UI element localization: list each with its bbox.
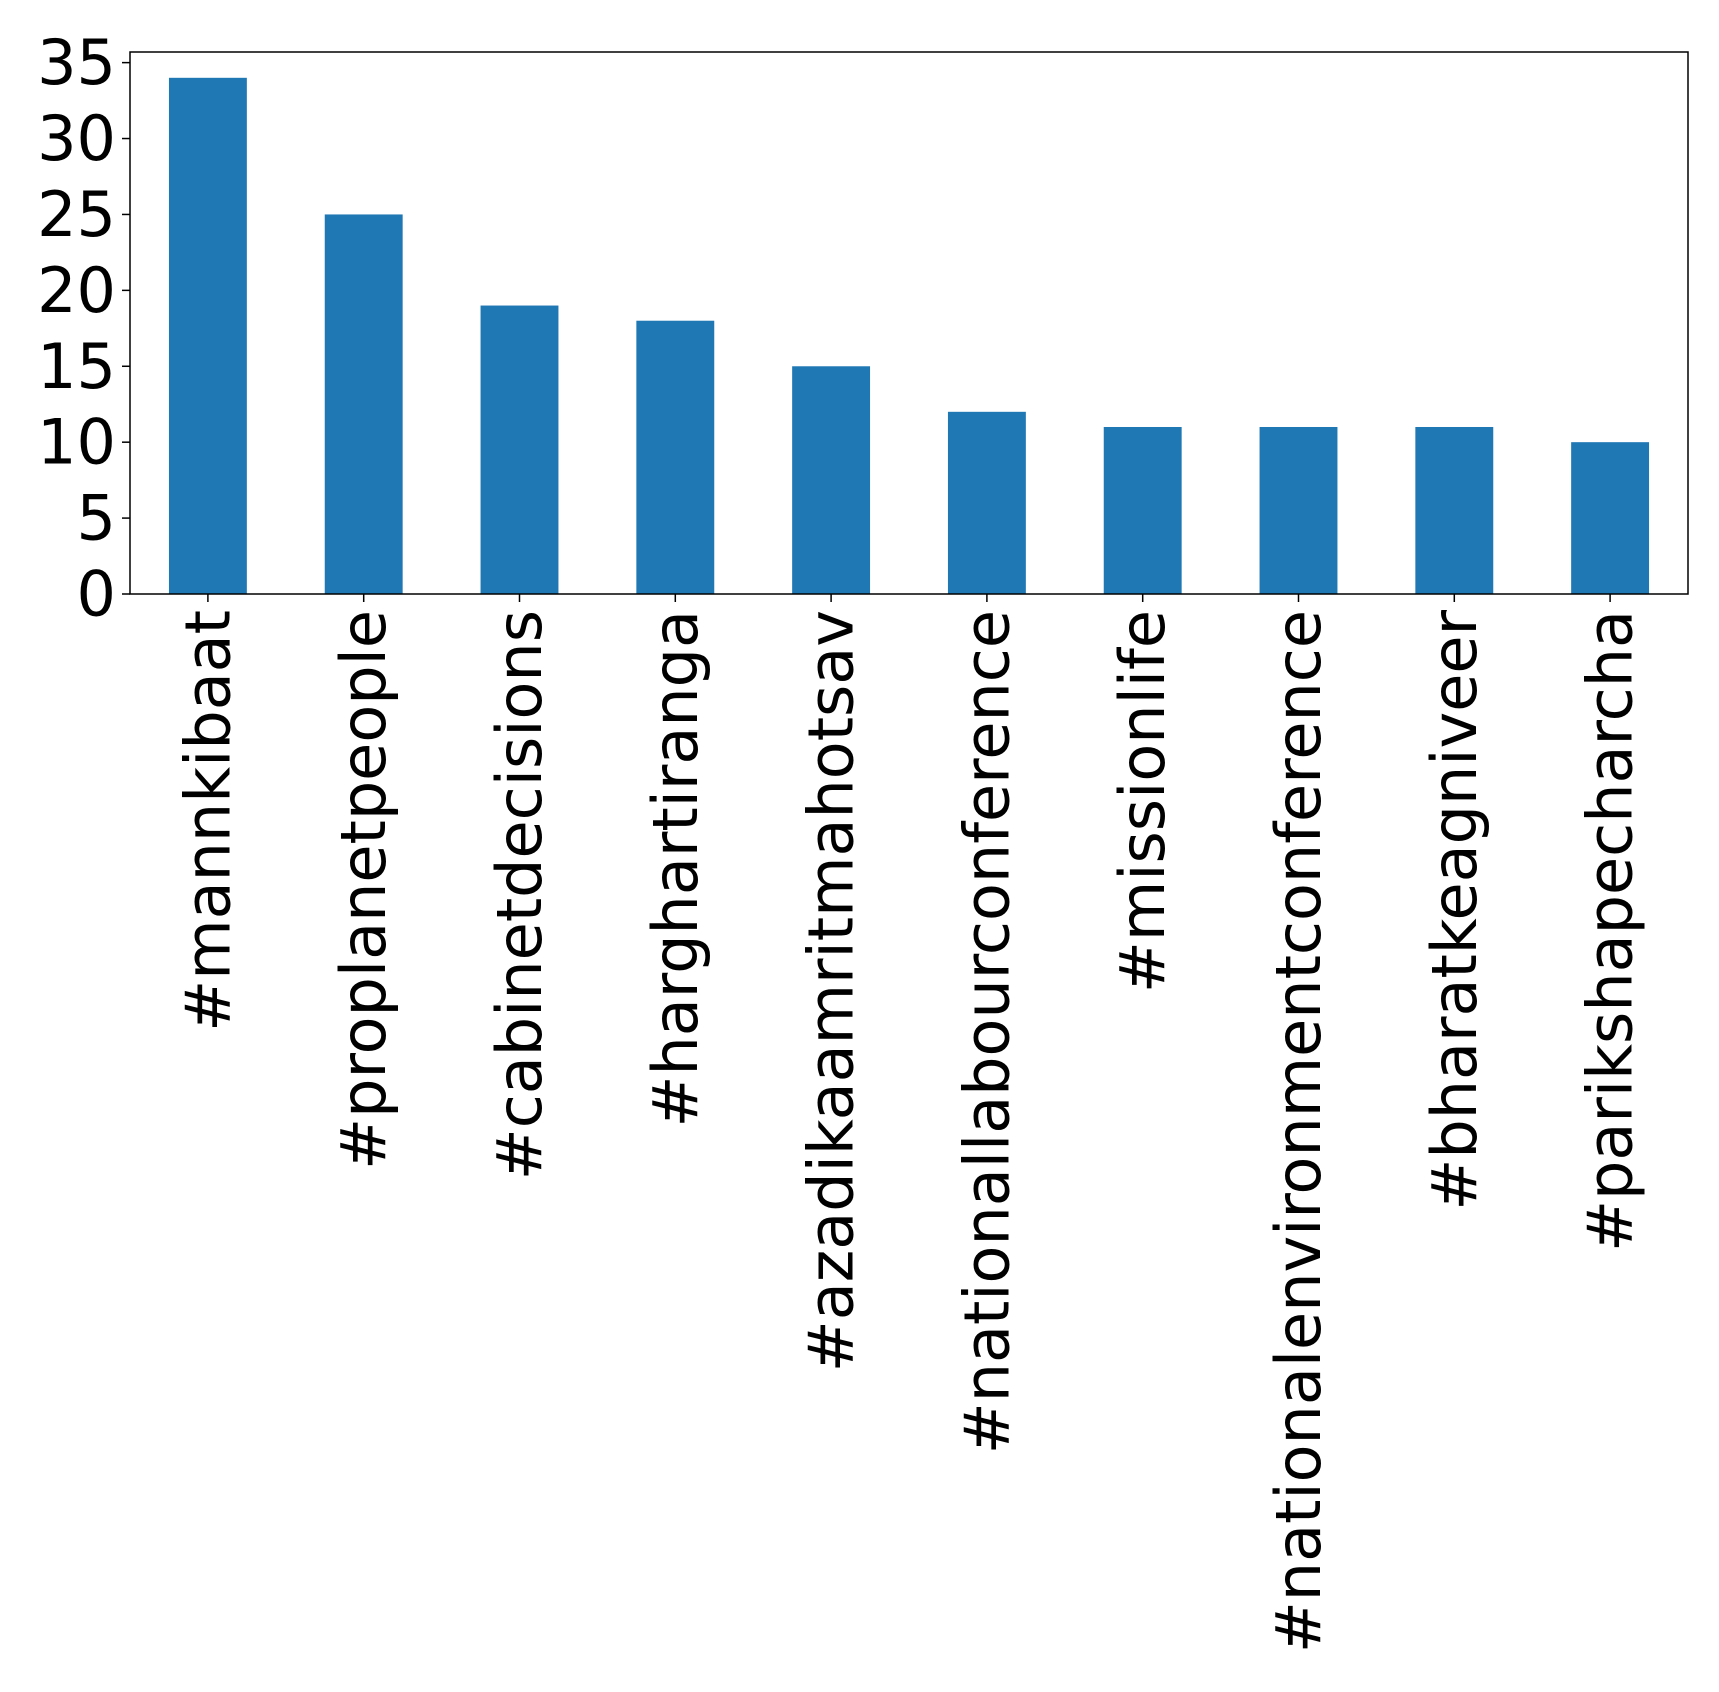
bar-mannkibaat <box>168 77 247 595</box>
x-axis: #mannkibaat #proplanetpeople #cabinetdecis… <box>171 594 1647 1653</box>
bar-azadikaamritmahotsav <box>792 366 871 594</box>
y-tick-label: 20 <box>37 254 116 327</box>
y-tick-label: 5 <box>77 482 116 555</box>
bars-layer <box>168 77 1650 595</box>
bar-harghartiranga <box>636 320 715 594</box>
y-tick-label: 35 <box>37 26 116 99</box>
x-tick-label: #harghartiranga <box>639 610 712 1127</box>
x-tick-label: #azadikaamritmahotsav <box>795 610 868 1372</box>
x-tick-label: #cabinetdecisions <box>483 610 556 1180</box>
bar-nationallabourconference <box>947 411 1026 594</box>
x-tick-label: #nationalenvironmentconference <box>1262 610 1335 1653</box>
bar-missionlife <box>1103 426 1182 594</box>
x-tick-label: #mannkibaat <box>171 610 244 1032</box>
plot-frame <box>129 51 1689 595</box>
bar-parikshapecharcha <box>1571 442 1650 594</box>
x-tick-label: #parikshapecharcha <box>1574 610 1647 1252</box>
bar-cabinetdecisions <box>480 305 559 594</box>
x-tick-label: #bharatkeagniveer <box>1418 610 1491 1211</box>
y-tick-label: 25 <box>37 178 116 251</box>
bar-bharatkeagniveer <box>1415 426 1494 594</box>
bar-nationalenvironmentconference <box>1259 426 1338 594</box>
y-tick-label: 10 <box>37 406 116 479</box>
bar-proplanetpeople <box>324 214 403 594</box>
y-tick-label: 0 <box>77 558 116 631</box>
x-tick-label: #proplanetpeople <box>327 610 400 1170</box>
y-tick-label: 30 <box>37 102 116 175</box>
x-tick-label: #nationallabourconference <box>950 610 1023 1454</box>
y-tick-label: 15 <box>37 330 116 403</box>
x-tick-label: #missionlife <box>1106 610 1179 993</box>
